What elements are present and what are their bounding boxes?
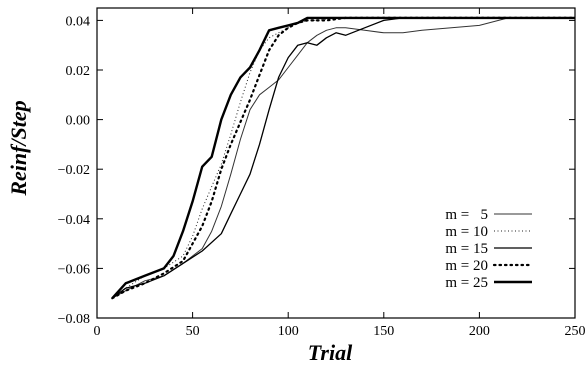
- legend-label: m = 10: [445, 224, 488, 240]
- y-tick-label: 0.00: [66, 114, 91, 129]
- y-tick-label: −0.02: [58, 163, 90, 178]
- x-axis-title: Trial: [308, 340, 353, 365]
- x-tick-label: 150: [373, 324, 394, 339]
- series-line-5: [111, 16, 575, 300]
- series-line-1: [112, 17, 575, 299]
- legend: m = 5m = 10m = 15m = 20m = 25: [445, 207, 534, 291]
- legend-label: m = 25: [445, 275, 488, 291]
- x-axis-ticks: 0 50 100 150 200 250: [94, 8, 586, 339]
- legend-label: m = 5: [445, 207, 488, 223]
- plot-frame: [96, 7, 576, 319]
- series-line-2: [112, 17, 575, 299]
- y-tick-label: −0.04: [58, 213, 90, 228]
- y-tick-label: −0.06: [58, 262, 90, 277]
- x-tick-label: 100: [278, 324, 299, 339]
- plot-border: [96, 7, 576, 319]
- series-layer: [111, 16, 577, 300]
- x-tick-label: 200: [469, 324, 490, 339]
- series-line-4: [111, 16, 577, 300]
- y-tick-label: 0.04: [66, 14, 91, 29]
- y-tick-label: 0.02: [66, 64, 91, 79]
- y-tick-label: −0.08: [58, 312, 90, 327]
- y-axis-title: Reinf/Step: [6, 100, 31, 196]
- x-tick-label: 250: [565, 324, 586, 339]
- legend-label: m = 20: [445, 258, 488, 274]
- series-line-3: [111, 17, 575, 299]
- legend-label: m = 15: [445, 241, 488, 257]
- x-tick-label: 50: [186, 324, 200, 339]
- y-axis-ticks: −0.08 −0.06 −0.04 −0.02 0.00 0.02 0.04: [58, 14, 575, 327]
- x-tick-label: 0: [94, 324, 101, 339]
